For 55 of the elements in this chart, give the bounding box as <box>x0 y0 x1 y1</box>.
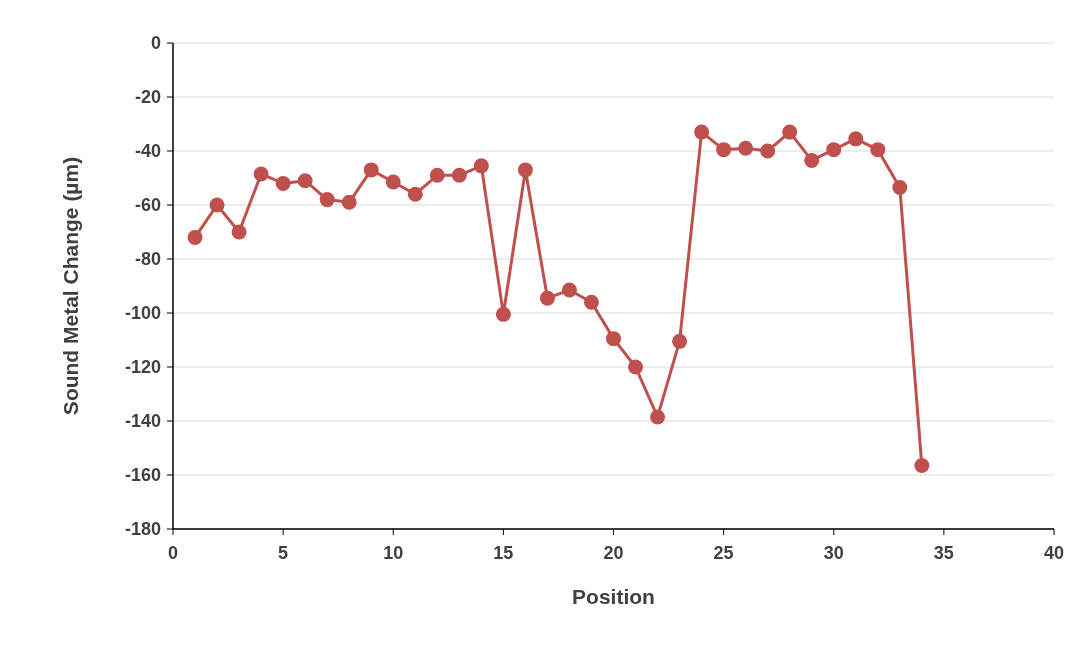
point <box>429 167 445 183</box>
point <box>495 306 511 322</box>
y-tick-label: -120 <box>124 357 161 378</box>
point <box>231 224 247 240</box>
point <box>870 142 886 158</box>
y-tick-label: -160 <box>124 465 161 486</box>
x-tick-label: 10 <box>383 543 404 563</box>
x-tick-label: 0 <box>167 543 179 563</box>
x-tick-label: 20 <box>603 543 624 563</box>
point <box>672 333 688 349</box>
point <box>826 142 842 158</box>
x-tick-label: 25 <box>713 543 734 563</box>
point <box>539 290 555 306</box>
point <box>451 167 467 183</box>
point <box>716 142 732 158</box>
point <box>782 124 798 140</box>
point <box>561 282 577 298</box>
point <box>914 458 930 474</box>
point <box>341 194 357 210</box>
point <box>253 166 269 182</box>
point <box>892 179 908 195</box>
point <box>297 173 313 189</box>
point <box>583 294 599 310</box>
x-tick-label: 15 <box>493 543 514 563</box>
point <box>760 143 776 159</box>
point <box>319 192 335 208</box>
x-axis-title: Position <box>572 585 655 608</box>
point <box>606 331 621 347</box>
y-tick-label: -60 <box>134 195 161 216</box>
x-tick-label: 35 <box>933 543 954 563</box>
y-tick-label: -100 <box>124 303 161 324</box>
x-tick-label: 30 <box>823 543 844 563</box>
point <box>517 162 533 178</box>
point <box>385 174 401 190</box>
point <box>738 140 754 156</box>
x-tick-label: 40 <box>1043 543 1065 563</box>
point <box>694 124 710 140</box>
y-tick-label: -180 <box>124 519 161 540</box>
y-tick-label: -40 <box>134 141 161 162</box>
point <box>275 175 291 191</box>
y-tick-label: -20 <box>134 87 161 108</box>
x-tick-label: 5 <box>278 543 289 563</box>
y-axis-title: Sound Metal Change (µm) <box>59 156 82 416</box>
point <box>407 186 423 202</box>
y-tick-label: 0 <box>150 33 161 54</box>
y-tick-label: -140 <box>124 411 161 432</box>
point <box>473 158 489 174</box>
point <box>187 229 203 245</box>
y-tick-label: -80 <box>134 249 161 270</box>
point <box>650 409 666 425</box>
point <box>209 197 225 213</box>
point <box>848 131 864 147</box>
point <box>628 359 644 375</box>
point <box>804 152 820 168</box>
point <box>363 162 379 178</box>
